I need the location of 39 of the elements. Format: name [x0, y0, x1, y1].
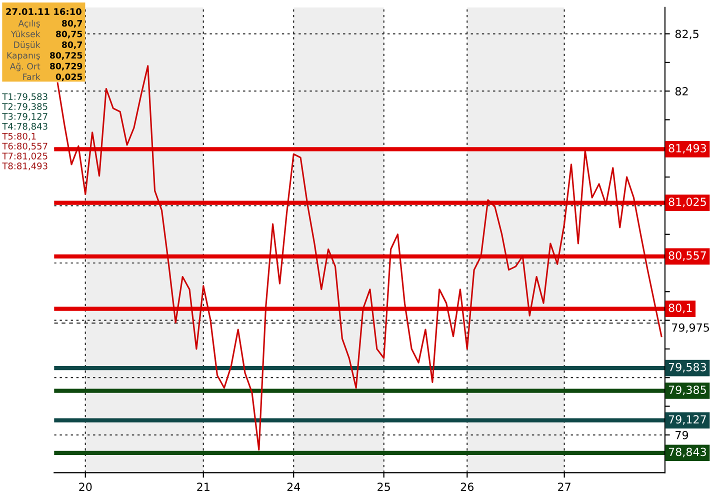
ref-line-label: 81,493 — [668, 144, 706, 154]
x-tick-label: 24 — [287, 482, 300, 491]
x-tick-label: 26 — [460, 482, 474, 492]
text: T5:80,1 — [2, 132, 36, 141]
text: Açılış — [18, 20, 40, 28]
text: T2:79,385 — [2, 103, 48, 111]
text: Yüksek — [10, 30, 40, 38]
y-tick-label: 82,5 — [675, 30, 698, 40]
ref-line-label: 81,025 — [668, 198, 706, 208]
text: Ağ. Ort — [10, 62, 40, 72]
ref-line-label: 79,975 — [672, 323, 709, 333]
x-tick-label: 20 — [79, 482, 92, 492]
text: T1:79,583 — [2, 93, 48, 101]
text: T8:81,493 — [2, 162, 48, 170]
ref-line-label: 79,127 — [668, 415, 706, 425]
text: T7:81,025 — [2, 152, 48, 160]
text: Kapanış — [7, 52, 40, 60]
ref-line-label: 79,385 — [668, 386, 706, 396]
annotation: 80,729 — [50, 62, 82, 70]
text: Düşük — [14, 41, 40, 50]
x-tick-label: 25 — [378, 482, 390, 492]
y-tick-label: 82 — [675, 87, 688, 96]
ref-line-label: 80,557 — [668, 251, 706, 261]
ref-line-label: 80,1 — [668, 304, 692, 314]
text: T4:78,843 — [2, 122, 48, 131]
annotation: 27.01.11 16:10 — [6, 8, 82, 16]
y-tick-label: 79 — [676, 430, 688, 440]
x-tick-label: 21 — [197, 482, 210, 491]
annotation: 0,025 — [56, 74, 82, 82]
annotation: 80,75 — [56, 30, 82, 38]
text: T3:79,127 — [2, 113, 48, 121]
ref-line-label: 79,583 — [668, 362, 706, 372]
text: Fark — [23, 73, 40, 80]
annotation: 80,7 — [62, 41, 82, 50]
x-tick-label: 27 — [558, 482, 570, 491]
ref-line-label: 78,843 — [668, 448, 706, 458]
text: T6:80,557 — [2, 142, 48, 150]
annotation: 80,725 — [50, 52, 82, 60]
annotation: 80,7 — [62, 20, 82, 28]
